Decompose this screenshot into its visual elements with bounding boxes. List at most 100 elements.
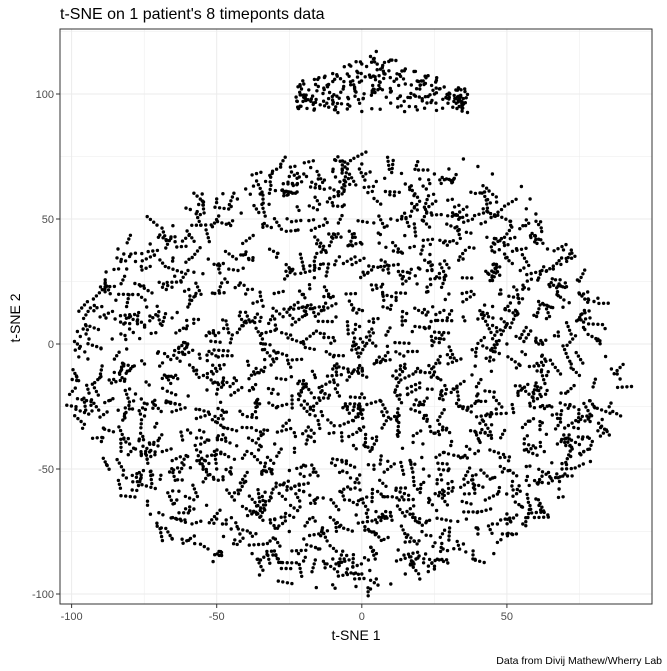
data-point (299, 465, 303, 469)
data-point (295, 181, 300, 186)
data-point (372, 463, 376, 467)
data-point (336, 155, 340, 159)
data-point (139, 320, 144, 324)
data-point (507, 455, 512, 459)
data-point (267, 499, 271, 503)
data-point (179, 430, 183, 434)
data-point (140, 268, 144, 272)
data-point (342, 422, 346, 426)
data-point (250, 512, 254, 516)
data-point (449, 519, 453, 523)
data-point (474, 354, 478, 358)
data-point (563, 472, 567, 476)
data-point (312, 259, 316, 263)
data-point (178, 359, 182, 363)
data-point (321, 305, 326, 309)
data-point (395, 384, 399, 388)
data-point (184, 244, 188, 248)
data-point (262, 506, 266, 511)
data-point (397, 397, 401, 401)
data-point (434, 91, 439, 95)
data-point (137, 310, 141, 315)
data-point (458, 404, 462, 408)
data-point (259, 315, 263, 320)
data-point (357, 167, 362, 171)
data-point (565, 457, 569, 461)
data-point (298, 472, 302, 476)
data-point (466, 406, 470, 411)
data-point (200, 456, 204, 460)
data-point (402, 211, 407, 215)
data-point (553, 365, 557, 370)
data-point (448, 240, 452, 244)
data-point (382, 470, 386, 474)
data-point (178, 455, 182, 459)
data-point (502, 235, 507, 239)
data-point (73, 386, 78, 390)
data-point (225, 380, 229, 385)
data-point (301, 79, 305, 83)
data-point (450, 352, 455, 357)
data-point (333, 586, 337, 590)
data-point (201, 272, 205, 276)
data-point (409, 267, 413, 271)
data-point (382, 495, 387, 499)
data-point (438, 238, 442, 242)
data-point (564, 467, 569, 471)
data-point (461, 215, 465, 219)
data-point (341, 406, 345, 410)
data-point (391, 158, 395, 163)
data-point (204, 228, 208, 232)
data-point (464, 550, 468, 554)
data-point (540, 505, 544, 509)
data-point (329, 240, 333, 244)
data-point (151, 316, 155, 320)
data-point (144, 380, 148, 384)
data-point (380, 88, 385, 92)
data-point (296, 397, 301, 402)
data-point (286, 358, 290, 362)
data-point (160, 376, 164, 381)
data-point (345, 72, 349, 76)
data-point (224, 522, 228, 526)
data-point (171, 489, 175, 493)
data-point (478, 559, 482, 563)
data-point (422, 557, 426, 561)
data-point (293, 164, 297, 168)
data-point (252, 203, 256, 208)
data-point (399, 460, 403, 465)
data-point (287, 529, 291, 534)
y-tick-label: -100 (32, 589, 54, 601)
data-point (354, 242, 358, 246)
data-point (367, 529, 372, 533)
data-point (347, 434, 351, 439)
data-point (446, 198, 450, 202)
data-point (373, 518, 378, 522)
data-point (125, 347, 129, 351)
data-point (187, 496, 192, 500)
data-point (340, 168, 344, 172)
data-point (314, 585, 318, 590)
data-point (522, 442, 526, 446)
data-point (231, 268, 236, 272)
data-point (277, 560, 281, 565)
data-point (248, 509, 252, 513)
data-point (394, 559, 399, 563)
data-point (292, 173, 296, 177)
data-point (427, 325, 432, 329)
data-point (165, 389, 169, 393)
data-point (544, 338, 548, 342)
data-point (367, 264, 371, 268)
data-point (337, 563, 341, 568)
data-point (267, 202, 271, 206)
data-point (589, 414, 594, 418)
data-point (445, 548, 450, 553)
data-point (569, 366, 573, 370)
data-point (125, 300, 130, 305)
data-point (331, 367, 335, 371)
data-point (550, 413, 554, 417)
data-point (506, 459, 511, 463)
data-point (313, 306, 317, 310)
data-point (472, 246, 476, 250)
data-point (211, 475, 216, 479)
